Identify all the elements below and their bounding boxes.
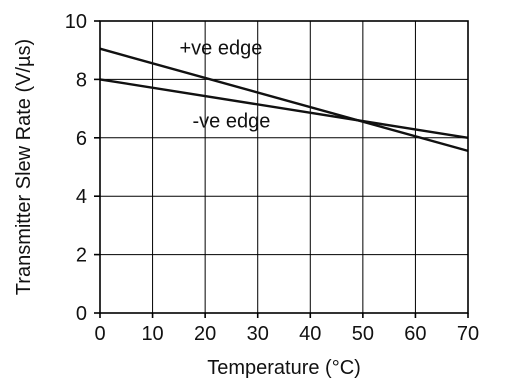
x-tick-label-20: 20 [194,323,216,345]
x-tick-labels: 0 10 20 30 40 50 60 70 [94,323,479,345]
annotation-negative-edge: -ve edge [193,110,271,132]
series-lines [99,47,469,153]
y-tick-label-2: 2 [76,245,87,267]
grid [100,21,468,313]
x-tick-label-60: 60 [404,323,426,345]
y-tick-label-0: 0 [76,303,87,325]
x-tick-label-10: 10 [141,323,163,345]
x-tick-label-0: 0 [94,323,105,345]
y-tick-label-8: 8 [76,69,87,91]
y-tick-label-4: 4 [76,186,87,208]
annotations: +ve edge -ve edge [179,37,270,132]
x-tick-label-40: 40 [299,323,321,345]
y-tick-label-6: 6 [76,128,87,150]
plot-frame [99,20,469,314]
axis-ticks [94,20,469,318]
y-tick-labels: 0 2 4 6 8 10 [65,11,87,325]
series-line-negative-edge [99,78,469,139]
annotation-positive-edge: +ve edge [179,37,262,59]
x-tick-label-70: 70 [457,323,479,345]
x-tick-label-50: 50 [352,323,374,345]
x-tick-label-30: 30 [247,323,269,345]
series-line-positive-edge [99,47,469,153]
y-tick-label-10: 10 [65,11,87,33]
x-axis-label: Temperature (°C) [207,357,361,379]
y-axis-label: Transmitter Slew Rate (V/µs) [13,39,35,295]
